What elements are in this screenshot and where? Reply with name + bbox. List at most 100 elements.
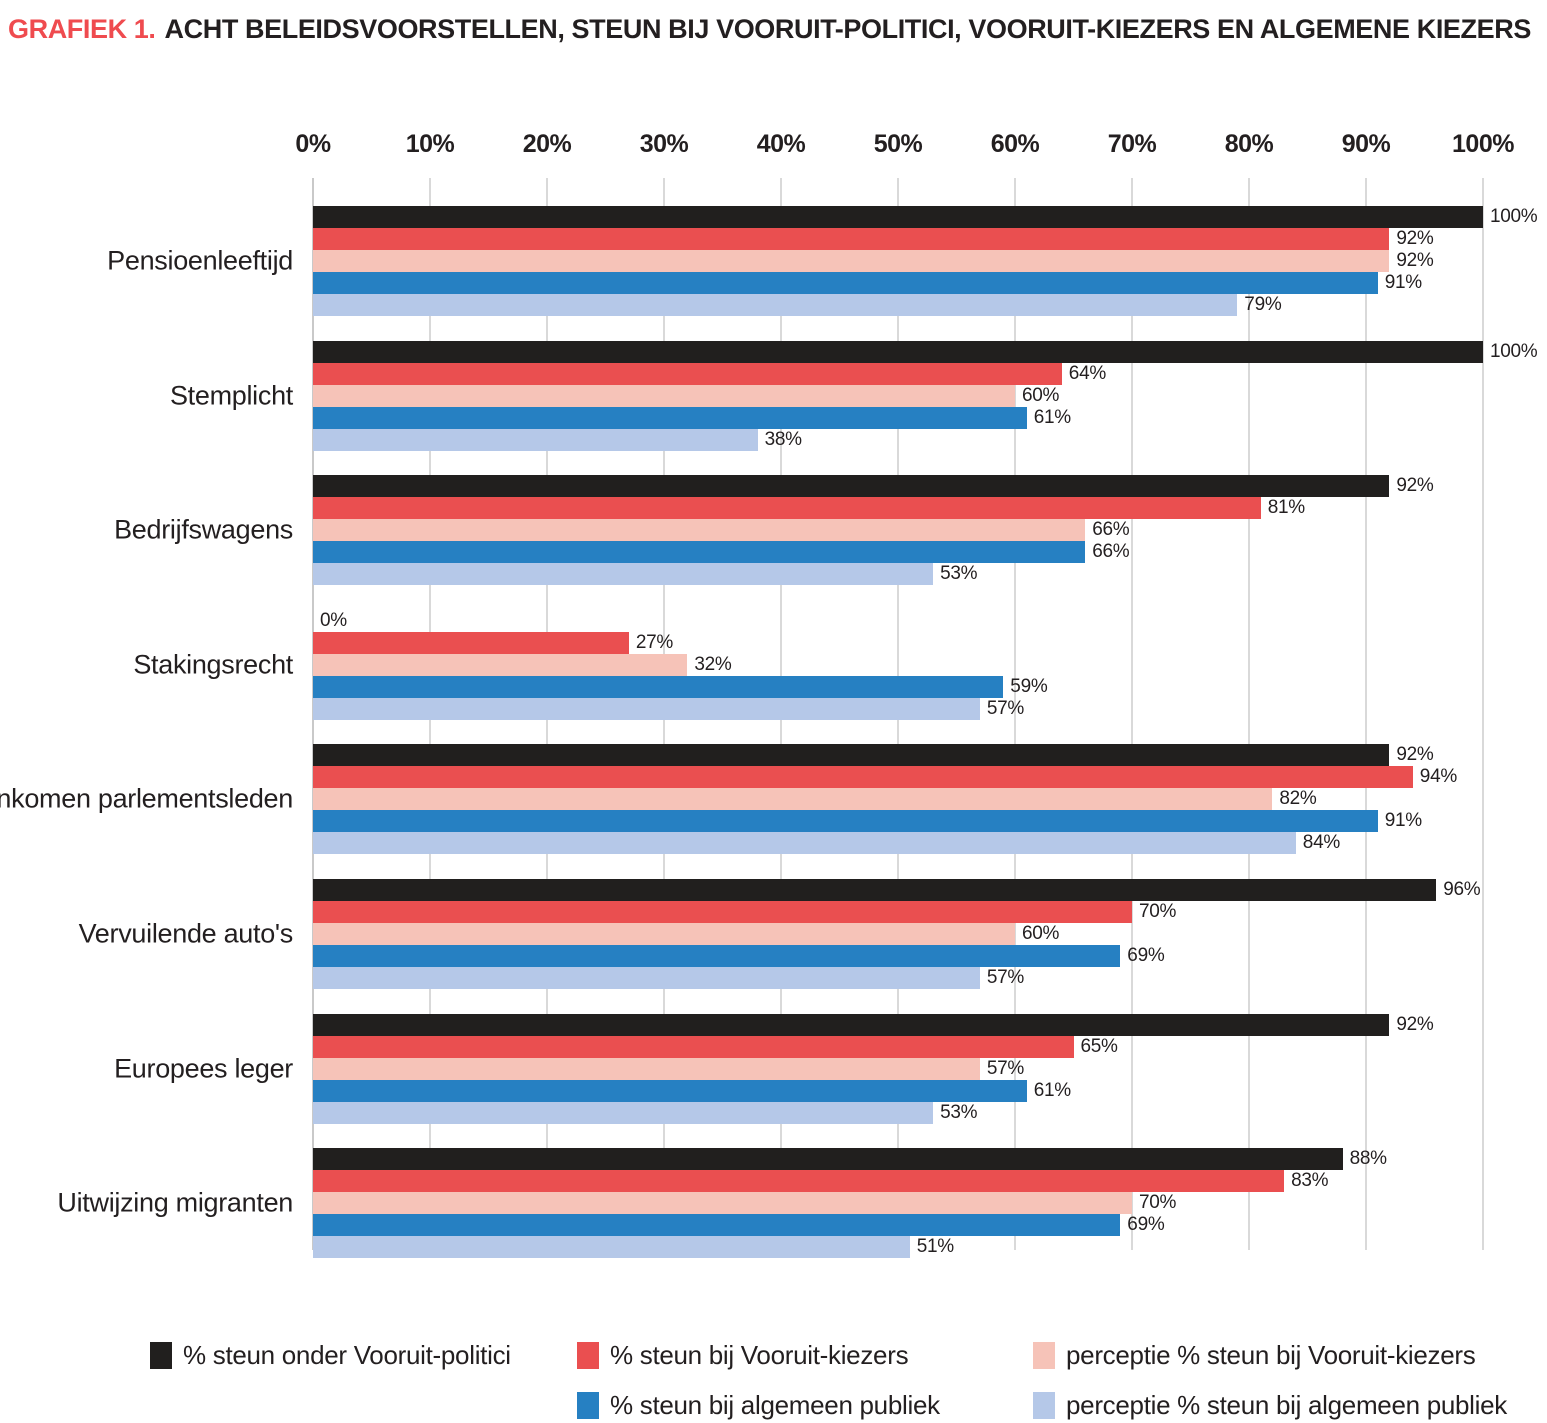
bar [313, 250, 1390, 272]
x-axis-tick-label: 0% [295, 130, 331, 158]
bar-value-label: 61% [1033, 406, 1071, 428]
legend-item[interactable]: perceptie % steun bij algemeen publiek [1033, 1387, 1507, 1423]
bar-value-label: 100% [1490, 206, 1538, 227]
bar [313, 406, 1027, 429]
category-label: Uitwijzing migranten [57, 1187, 293, 1218]
x-axis-tick-label: 100% [1452, 130, 1514, 158]
bar [313, 675, 1004, 698]
bar [313, 340, 1483, 363]
x-axis-tick-label: 10% [405, 130, 455, 158]
bar [313, 901, 1132, 923]
bar-value-label: 79% [1244, 294, 1282, 315]
legend-item[interactable]: % steun onder Vooruit-politici [150, 1337, 511, 1373]
legend-item[interactable]: % steun bij Vooruit-kiezers [577, 1337, 909, 1373]
bar [313, 362, 1062, 385]
bar [313, 519, 1086, 542]
bar-value-label: 91% [1384, 810, 1422, 832]
category-label: Europees leger [114, 1053, 293, 1084]
bar-value-label: 81% [1267, 497, 1305, 519]
page-title: GRAFIEK 1. ACHT BELEIDSVOORSTELLEN, STEUN… [8, 12, 1538, 46]
category-label: Bedrijfswagens [114, 514, 293, 545]
bar [313, 653, 688, 676]
bar [313, 879, 1437, 901]
x-axis-tick-label: 80% [1224, 130, 1274, 158]
x-axis-tick-label: 60% [990, 130, 1040, 158]
bar [313, 1079, 1027, 1102]
legend-label: % steun bij Vooruit-kiezers [610, 1339, 909, 1370]
bar-value-label: 60% [1022, 384, 1060, 406]
bar-value-label: 92% [1396, 228, 1434, 249]
category-label: Vervuilende auto's [78, 918, 294, 949]
bar [313, 1035, 1074, 1058]
bar-value-label: 92% [1396, 1013, 1434, 1035]
bar [313, 294, 1238, 316]
bar [313, 541, 1086, 564]
legend-swatch-icon [577, 1341, 599, 1369]
bar [313, 475, 1390, 498]
legend-label: % steun bij algemeen publiek [610, 1389, 940, 1420]
bar [313, 428, 758, 451]
bar-value-label: 38% [764, 428, 802, 450]
bar [313, 967, 980, 989]
bar-value-label: 70% [1139, 901, 1177, 922]
bar-value-label: 70% [1139, 1192, 1177, 1214]
bar-value-label: 82% [1279, 788, 1317, 810]
bar-value-label: 100% [1490, 340, 1538, 362]
bar [313, 945, 1121, 967]
bar-value-label: 92% [1396, 744, 1434, 766]
bar [313, 1148, 1343, 1171]
bar-value-label: 64% [1068, 362, 1106, 384]
bar [313, 1214, 1121, 1237]
legend-swatch-icon [150, 1341, 172, 1369]
bar [313, 1101, 934, 1124]
x-axis-tick-label: 70% [1107, 130, 1157, 158]
bar-value-label: 96% [1443, 879, 1481, 900]
legend-item[interactable]: % steun bij algemeen publiek [577, 1387, 940, 1423]
legend-label: perceptie % steun bij Vooruit-kiezers [1066, 1339, 1476, 1370]
chart-legend: % steun onder Vooruit-politici % steun bi… [0, 1315, 1547, 1421]
bar-value-label: 83% [1291, 1170, 1329, 1192]
bar [313, 697, 980, 720]
bar-value-label: 51% [916, 1236, 954, 1258]
title-prefix: GRAFIEK 1. [8, 14, 156, 44]
bar [313, 1192, 1132, 1215]
bar [313, 788, 1273, 811]
bar [313, 631, 629, 654]
bar [313, 497, 1261, 520]
category-label: Inkomen parlementsleden [0, 783, 293, 814]
bar-value-label: 60% [1022, 923, 1060, 944]
legend-swatch-icon [577, 1391, 599, 1419]
gridline [1014, 178, 1016, 1250]
bar [313, 766, 1413, 789]
bar [313, 206, 1483, 228]
bar [313, 744, 1390, 767]
legend-swatch-icon [1033, 1341, 1055, 1369]
bar-value-label: 57% [986, 697, 1025, 719]
category-label: Stakingsrecht [133, 649, 293, 680]
bar-value-label: 27% [635, 631, 674, 653]
bar-value-label: 84% [1302, 832, 1340, 854]
legend-item[interactable]: perceptie % steun bij Vooruit-kiezers [1033, 1337, 1476, 1373]
category-label: Pensioenleeftijd [107, 245, 293, 276]
bar [313, 810, 1378, 833]
bar [313, 1236, 910, 1259]
bar-value-label: 66% [1092, 519, 1130, 541]
bar [313, 923, 1015, 945]
category-label: Stemplicht [169, 380, 293, 411]
bar-value-label: 92% [1396, 475, 1434, 497]
legend-label: perceptie % steun bij algemeen publiek [1066, 1389, 1507, 1420]
gridline [1248, 178, 1250, 1250]
bar-value-label: 0% [320, 609, 347, 631]
bar-value-label: 59% [1010, 675, 1048, 697]
bar-value-label: 66% [1092, 541, 1130, 563]
bar-value-label: 91% [1384, 272, 1422, 293]
title-text: ACHT BELEIDSVOORSTELLEN, STEUN BIJ VOORU… [164, 14, 1532, 44]
bar-value-label: 69% [1127, 1214, 1165, 1236]
bar-value-label: 53% [940, 1101, 978, 1123]
gridline [1365, 178, 1367, 1250]
legend-swatch-icon [1033, 1391, 1055, 1419]
gridline [1482, 178, 1484, 1250]
bar-value-label: 53% [940, 563, 978, 585]
bar [313, 1013, 1390, 1036]
